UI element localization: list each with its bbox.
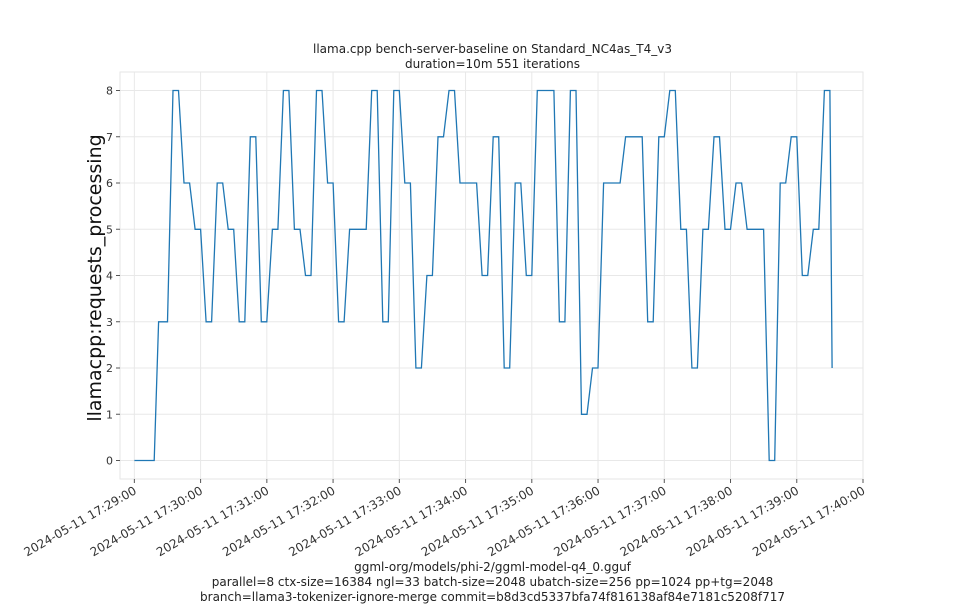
- chart-title-block: llama.cpp bench-server-baseline on Stand…: [0, 42, 960, 72]
- series-line: [134, 89, 833, 462]
- x-tick-label: 2024-05-11 17:33:00: [286, 483, 403, 559]
- y-tick-label: 6: [106, 177, 113, 190]
- x-axis-label-line-1: ggml-org/models/phi-2/ggml-model-q4_0.gg…: [354, 560, 631, 574]
- x-tick-label: 2024-05-11 17:31:00: [154, 483, 271, 559]
- chart-subtitle: duration=10m 551 iterations: [405, 57, 580, 71]
- chart-footer: ggml-org/models/phi-2/ggml-model-q4_0.gg…: [0, 560, 960, 605]
- x-tick-label: 2024-05-11 17:37:00: [551, 483, 668, 559]
- y-tick-label: 8: [106, 85, 113, 98]
- y-tick-label: 3: [106, 316, 113, 329]
- y-axis: 0 1 2 3 4 5 6 7 8: [106, 85, 120, 468]
- y-axis-label: llamacpp:requests_processing: [84, 134, 106, 421]
- x-tick-label: 2024-05-11 17:34:00: [353, 483, 470, 559]
- chart-title: llama.cpp bench-server-baseline on Stand…: [313, 42, 672, 56]
- y-tick-label: 1: [106, 408, 113, 421]
- x-tick-label: 2024-05-11 17:36:00: [485, 483, 602, 559]
- y-tick-label: 4: [106, 270, 113, 283]
- x-axis-label-line-2: parallel=8 ctx-size=16384 ngl=33 batch-s…: [211, 575, 774, 589]
- x-tick-label: 2024-05-11 17:29:00: [21, 483, 138, 559]
- grid-lines: [120, 72, 864, 479]
- x-tick-label: 2024-05-11 17:38:00: [618, 483, 735, 559]
- y-tick-label: 2: [106, 362, 113, 375]
- x-tick-label: 2024-05-11 17:39:00: [684, 483, 801, 559]
- x-axis-label-line-3: branch=llama3-tokenizer-ignore-merge com…: [200, 590, 785, 604]
- x-tick-label: 2024-05-11 17:30:00: [88, 483, 205, 559]
- x-tick-label: 2024-05-11 17:35:00: [419, 483, 536, 559]
- y-tick-label: 5: [106, 223, 113, 236]
- y-tick-label: 0: [106, 455, 113, 468]
- x-tick-label: 2024-05-11 17:32:00: [220, 483, 337, 559]
- x-tick-label: 2024-05-11 17:40:00: [750, 483, 867, 559]
- y-tick-label: 7: [106, 131, 113, 144]
